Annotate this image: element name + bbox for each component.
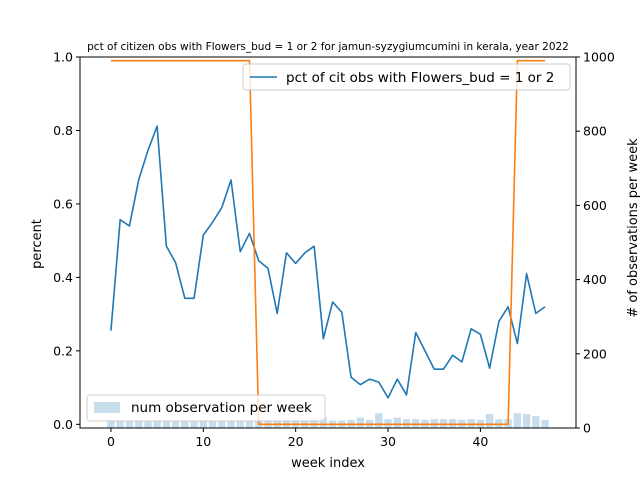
- plot-frame: [79, 56, 577, 429]
- x-tick-label: 0: [107, 434, 115, 449]
- bar-week-27: [356, 417, 365, 428]
- right-y-tick-label: 400: [583, 272, 607, 287]
- right-y-axis-label: # of observations per week: [626, 138, 640, 318]
- bar-week-6: [162, 421, 171, 428]
- x-axis-label: week index: [291, 456, 365, 471]
- bar-week-1: [116, 420, 124, 428]
- bar-week-47: [541, 419, 549, 428]
- bar-week-13: [227, 421, 235, 428]
- bar-week-44: [513, 413, 522, 428]
- second-series-line: [110, 59, 546, 426]
- bar-week-9: [190, 421, 198, 428]
- bar-week-3: [134, 420, 143, 428]
- legend-lower-box: [86, 394, 326, 422]
- left-y-axis-label: percent: [30, 219, 45, 269]
- bar-week-41: [485, 413, 494, 428]
- left-y-axis-ticks: 0.0 0.2 0.4 0.6 0.8 1.0: [53, 50, 80, 432]
- bar-week-12: [218, 421, 226, 428]
- bar-week-14: [236, 421, 244, 428]
- x-tick-label: 30: [380, 434, 396, 449]
- left-y-tick-label: 0.0: [53, 417, 73, 432]
- legend-lower: num observation per week: [86, 394, 326, 422]
- bar-week-29: [375, 413, 383, 428]
- bar-week-2: [125, 420, 134, 428]
- bar-week-15: [245, 421, 254, 428]
- legend-upper-box: [242, 63, 571, 91]
- legend-upper-label: pct of cit obs with Flowers_bud = 1 or 2: [286, 70, 554, 86]
- legend-upper: pct of cit obs with Flowers_bud = 1 or 2: [242, 63, 571, 91]
- right-y-tick-label: 800: [583, 124, 607, 139]
- left-y-tick-label: 1.0: [53, 50, 73, 65]
- bar-week-5: [153, 420, 161, 428]
- bar-week-11: [208, 421, 217, 428]
- bar-week-45: [522, 413, 531, 428]
- bar-week-4: [144, 420, 152, 428]
- bar-week-7: [171, 421, 180, 428]
- line-series: [110, 59, 546, 426]
- x-axis-ticks: 0 10 20 30 40: [107, 428, 488, 449]
- legend-lower-label: num observation per week: [131, 400, 312, 416]
- bar-week-10: [199, 421, 208, 428]
- left-y-tick-label: 0.6: [53, 196, 73, 211]
- right-y-axis-ticks: 0 200 400 600 800 1000: [576, 50, 615, 436]
- right-y-tick-label: 1000: [583, 50, 615, 65]
- left-y-tick-label: 0.2: [53, 343, 73, 358]
- right-y-tick-label: 0: [583, 421, 591, 436]
- chart-title: pct of citizen obs with Flowers_bud = 1 …: [87, 41, 569, 53]
- x-tick-label: 20: [288, 434, 304, 449]
- left-y-tick-label: 0.4: [53, 270, 73, 285]
- x-tick-label: 40: [472, 434, 488, 449]
- bar-week-23: [319, 417, 328, 428]
- bar-week-8: [181, 421, 189, 428]
- bar-week-31: [393, 417, 401, 428]
- right-y-tick-label: 200: [583, 346, 607, 361]
- pct-line: [110, 125, 546, 399]
- bar-week-0: [107, 419, 115, 428]
- left-y-tick-label: 0.8: [53, 123, 73, 138]
- bar-week-46: [532, 416, 540, 428]
- right-y-tick-label: 600: [583, 198, 607, 213]
- legend-lower-swatch: [94, 402, 120, 413]
- x-tick-label: 10: [195, 434, 211, 449]
